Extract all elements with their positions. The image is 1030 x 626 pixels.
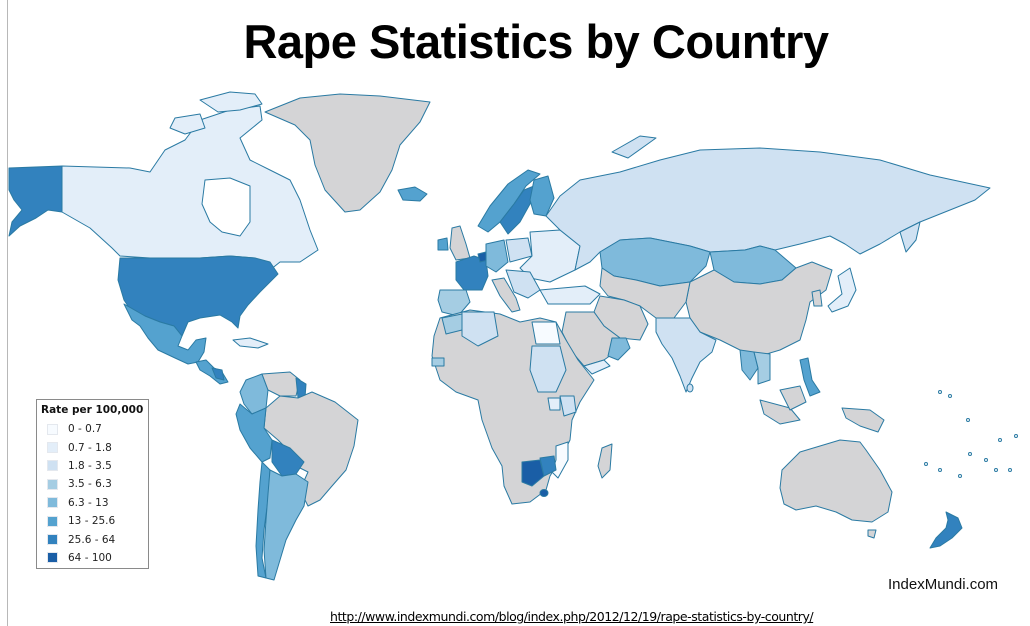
region-yemen[interactable] <box>583 359 611 375</box>
region-novaya-zemlya[interactable] <box>611 135 657 159</box>
region-alaska[interactable] <box>8 165 63 237</box>
source-link[interactable]: http://www.indexmundi.com/blog/index.php… <box>330 609 814 624</box>
region-india[interactable] <box>655 317 717 393</box>
region-kamchatka[interactable] <box>899 221 921 253</box>
legend-label: 13 - 25.6 <box>68 515 116 528</box>
region-sudan[interactable] <box>529 345 567 393</box>
region-philippines[interactable] <box>799 357 821 397</box>
legend-swatch <box>47 534 58 546</box>
region-norway[interactable] <box>477 169 541 233</box>
legend-swatch <box>47 552 58 564</box>
region-canada-arctic[interactable] <box>199 91 263 113</box>
region-ireland[interactable] <box>437 237 449 251</box>
region-mexico[interactable] <box>123 303 207 365</box>
legend-swatch <box>47 423 58 435</box>
region-new-guinea[interactable] <box>841 407 885 433</box>
region-zimbabwe[interactable] <box>539 455 557 477</box>
region-oman[interactable] <box>607 337 631 361</box>
region-new-zealand[interactable] <box>929 511 963 549</box>
region-borneo[interactable] <box>779 385 807 411</box>
legend-label: 64 - 100 <box>68 551 112 564</box>
region-thailand[interactable] <box>739 349 759 381</box>
region-nicaragua[interactable] <box>211 367 225 381</box>
region-botswana[interactable] <box>521 459 545 487</box>
legend-swatch <box>47 497 58 509</box>
legend-item: 3.5 - 6.3 <box>37 475 148 493</box>
region-peru[interactable] <box>235 403 273 463</box>
region-italy[interactable] <box>491 277 521 313</box>
legend-item: 64 - 100 <box>37 549 148 567</box>
region-central-america[interactable] <box>195 359 229 385</box>
legend-item: 0.7 - 1.8 <box>37 438 148 456</box>
region-iceland[interactable] <box>397 186 428 202</box>
legend-label: 1.8 - 3.5 <box>68 459 112 472</box>
region-canada-arctic-2[interactable] <box>169 113 206 135</box>
legend-item: 1.8 - 3.5 <box>37 457 148 475</box>
legend-item: 25.6 - 64 <box>37 530 148 548</box>
map-legend: Rate per 100,000 0 - 0.7 0.7 - 1.8 1.8 -… <box>36 399 149 569</box>
region-uganda[interactable] <box>547 397 561 411</box>
legend-item: 6.3 - 13 <box>37 494 148 512</box>
map-title: Rape Statistics by Country <box>243 15 829 68</box>
region-united-kingdom[interactable] <box>449 225 471 261</box>
legend-item: 13 - 25.6 <box>37 512 148 530</box>
legend-swatch <box>47 442 58 454</box>
legend-swatch <box>47 478 58 490</box>
legend-item: 0 - 0.7 <box>37 420 148 438</box>
region-tasmania[interactable] <box>867 529 877 539</box>
legend-label: 6.3 - 13 <box>68 496 109 509</box>
region-korea[interactable] <box>811 289 823 307</box>
legend-label: 25.6 - 64 <box>68 533 116 546</box>
indexmundi-watermark: IndexMundi.com <box>888 576 999 593</box>
legend-title: Rate per 100,000 <box>41 404 144 416</box>
region-argentina[interactable] <box>263 469 309 581</box>
region-germany[interactable] <box>485 239 509 273</box>
region-venezuela[interactable] <box>261 371 301 397</box>
region-australia[interactable] <box>779 439 893 523</box>
region-sri-lanka[interactable] <box>686 383 694 393</box>
region-japan[interactable] <box>827 267 857 313</box>
left-border-line <box>7 0 8 626</box>
region-algeria[interactable] <box>461 311 499 347</box>
legend-label: 0 - 0.7 <box>68 423 102 436</box>
region-balkans[interactable] <box>505 269 541 299</box>
hudson-bay <box>201 177 251 237</box>
region-france[interactable] <box>455 255 489 291</box>
legend-label: 0.7 - 1.8 <box>68 441 112 454</box>
region-greenland[interactable] <box>264 93 431 213</box>
region-cuba[interactable] <box>232 337 269 349</box>
region-lesotho[interactable] <box>539 489 549 497</box>
legend-label: 3.5 - 6.3 <box>68 478 112 491</box>
region-egypt[interactable] <box>531 321 561 345</box>
region-senegal[interactable] <box>431 357 445 367</box>
region-indochina[interactable] <box>753 351 771 385</box>
region-poland[interactable] <box>505 237 533 263</box>
legend-swatch <box>47 515 58 527</box>
region-indonesia[interactable] <box>759 399 801 425</box>
region-morocco[interactable] <box>441 313 463 335</box>
region-turkey[interactable] <box>539 285 601 305</box>
region-madagascar[interactable] <box>597 443 613 479</box>
legend-swatch <box>47 460 58 472</box>
region-kenya[interactable] <box>559 395 577 417</box>
